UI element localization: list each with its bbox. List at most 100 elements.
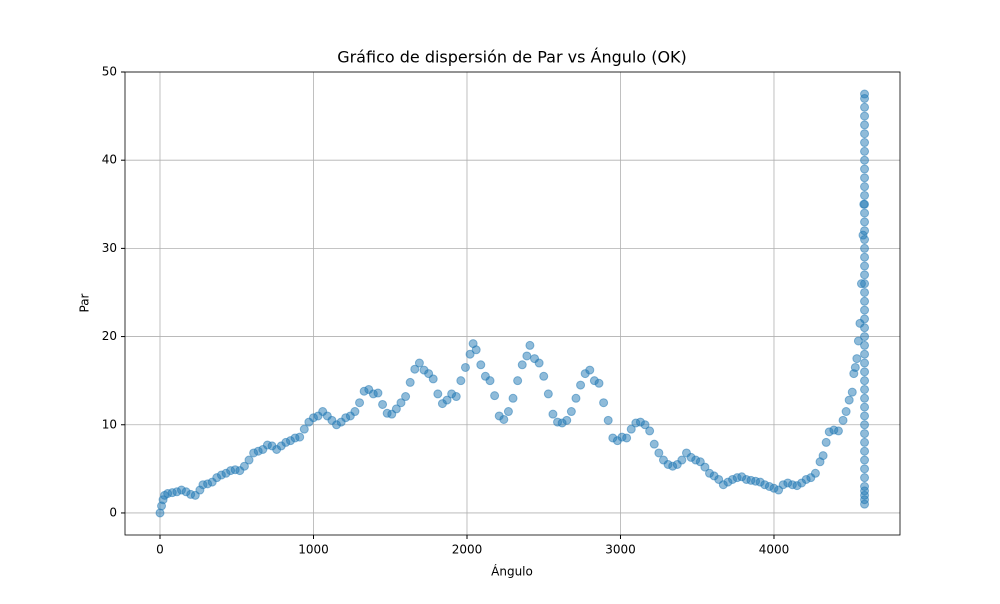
point xyxy=(599,398,609,408)
point xyxy=(853,336,863,346)
point xyxy=(490,391,500,401)
y-tick-label: 0 xyxy=(109,505,117,519)
point xyxy=(626,424,636,434)
point xyxy=(522,351,532,361)
point xyxy=(850,362,860,372)
point xyxy=(860,279,870,289)
point xyxy=(239,461,249,471)
point xyxy=(513,376,523,386)
point xyxy=(405,377,415,387)
point xyxy=(860,155,870,165)
y-tick-label: 50 xyxy=(102,65,117,79)
point xyxy=(603,415,613,425)
point xyxy=(860,89,870,99)
point xyxy=(700,462,710,472)
point xyxy=(649,439,659,449)
point xyxy=(860,199,870,209)
point xyxy=(355,398,365,408)
point xyxy=(571,393,581,403)
point xyxy=(534,358,544,368)
point xyxy=(543,389,553,399)
point xyxy=(396,398,406,408)
point xyxy=(350,407,360,417)
point xyxy=(860,437,870,447)
y-tick-label: 20 xyxy=(102,329,117,343)
point xyxy=(860,305,870,315)
point xyxy=(860,173,870,183)
y-tick-label: 30 xyxy=(102,241,117,255)
point xyxy=(451,392,461,402)
point xyxy=(525,340,535,350)
point xyxy=(860,182,870,192)
point xyxy=(860,376,870,386)
point xyxy=(860,226,870,236)
point xyxy=(295,432,305,442)
point xyxy=(654,448,664,458)
point xyxy=(860,287,870,297)
chart-title: Gráfico de dispersión de Par vs Ángulo (… xyxy=(337,48,687,67)
point xyxy=(373,388,383,398)
point xyxy=(860,455,870,465)
point xyxy=(818,451,828,461)
point xyxy=(585,365,595,375)
point xyxy=(810,468,820,478)
point xyxy=(299,424,309,434)
x-tick-label: 2000 xyxy=(452,543,483,557)
point xyxy=(465,349,475,359)
points xyxy=(155,89,870,518)
point xyxy=(677,455,687,465)
point xyxy=(860,446,870,456)
point xyxy=(860,164,870,174)
x-axis-label: Ángulo xyxy=(491,564,533,579)
point xyxy=(539,371,549,381)
point xyxy=(576,380,586,390)
point xyxy=(508,393,518,403)
point xyxy=(860,464,870,474)
point xyxy=(860,296,870,306)
point xyxy=(860,411,870,421)
point xyxy=(860,429,870,439)
point xyxy=(860,332,870,342)
point xyxy=(860,102,870,112)
point xyxy=(860,481,870,491)
plot-frame xyxy=(124,71,901,536)
point xyxy=(860,129,870,139)
point xyxy=(499,414,509,424)
point xyxy=(645,426,655,436)
x-tick-label: 0 xyxy=(156,543,164,557)
point xyxy=(410,364,420,374)
point xyxy=(485,376,495,386)
point xyxy=(821,437,831,447)
point xyxy=(847,387,857,397)
y-tick-label: 10 xyxy=(102,417,117,431)
point xyxy=(860,420,870,430)
point xyxy=(244,455,254,465)
point xyxy=(476,360,486,370)
point xyxy=(622,433,632,443)
point xyxy=(860,138,870,148)
point xyxy=(391,404,401,414)
y-axis-label: Par xyxy=(78,293,92,312)
x-tick-label: 3000 xyxy=(605,543,636,557)
point xyxy=(471,345,481,355)
point xyxy=(456,376,466,386)
point xyxy=(378,399,388,409)
x-tick-label: 4000 xyxy=(759,543,790,557)
y-tick-label: 40 xyxy=(102,153,117,167)
point xyxy=(860,384,870,394)
point xyxy=(860,146,870,156)
point xyxy=(852,354,862,364)
point xyxy=(433,389,443,399)
point xyxy=(640,420,650,430)
point xyxy=(503,407,513,417)
point xyxy=(548,409,558,419)
point xyxy=(860,208,870,218)
point xyxy=(860,235,870,245)
point xyxy=(860,252,870,262)
point xyxy=(562,415,572,425)
point xyxy=(460,362,470,372)
point xyxy=(860,314,870,324)
point xyxy=(860,323,870,333)
point xyxy=(401,392,411,402)
